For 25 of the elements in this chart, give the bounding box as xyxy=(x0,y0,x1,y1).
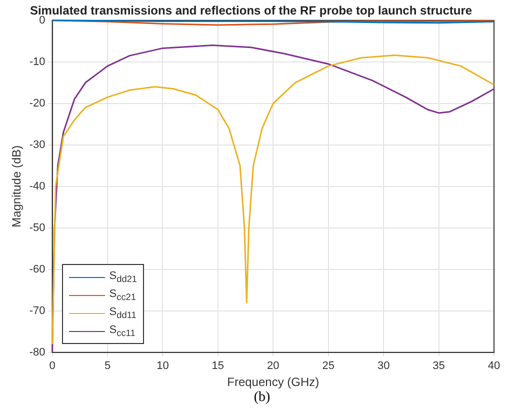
y-tick-label: -40 xyxy=(29,180,46,192)
x-tick-label: 10 xyxy=(156,360,169,372)
x-tick-label: 30 xyxy=(377,360,390,372)
legend-label: S$_{cc21}$ xyxy=(109,288,136,302)
y-tick-label: -10 xyxy=(29,56,46,68)
x-tick-label: 15 xyxy=(212,360,224,372)
x-tick-label: 40 xyxy=(488,360,500,372)
x-tick-label: 25 xyxy=(322,360,334,372)
legend-label: S$_{dd21}$ xyxy=(109,270,138,284)
legend-label: S$_{dd11}$ xyxy=(109,306,136,320)
x-tick-label: 0 xyxy=(49,360,56,372)
y-tick-label: -30 xyxy=(29,138,46,151)
y-tick-label: -60 xyxy=(29,263,46,276)
y-tick-label: -70 xyxy=(29,304,46,317)
x-tick-label: 20 xyxy=(267,360,280,372)
x-tick-label: 5 xyxy=(104,360,111,372)
y-tick-label: -20 xyxy=(29,97,46,110)
y-tick-label: -50 xyxy=(29,222,46,234)
y-tick-label: 0 xyxy=(39,14,46,26)
x-tick-label: 35 xyxy=(432,360,445,372)
x-axis-title: Frequency (GHz) xyxy=(227,375,320,390)
legend-label: S$_{cc11}$ xyxy=(109,324,136,338)
y-axis-title: Magnitude (dB) xyxy=(10,145,24,228)
y-tick-label: -80 xyxy=(29,346,46,358)
text: (b) xyxy=(252,390,272,406)
